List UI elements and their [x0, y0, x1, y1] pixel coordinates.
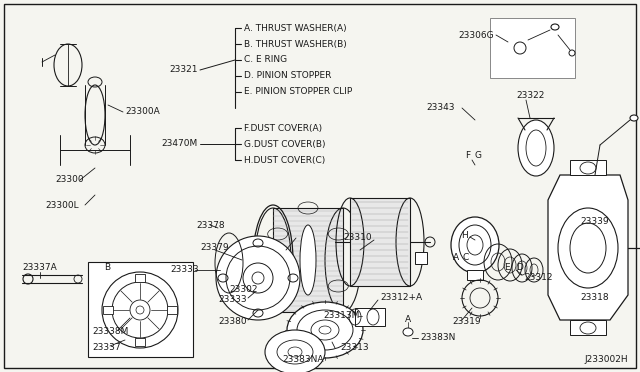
Text: 23379: 23379	[200, 244, 228, 253]
Ellipse shape	[265, 330, 325, 372]
Bar	[135, 274, 145, 282]
Text: 23300: 23300	[55, 176, 84, 185]
Ellipse shape	[287, 302, 363, 358]
Text: 23312+A: 23312+A	[380, 294, 422, 302]
Ellipse shape	[216, 236, 300, 320]
Ellipse shape	[569, 50, 575, 56]
Ellipse shape	[514, 42, 526, 54]
Text: 23333: 23333	[170, 266, 198, 275]
Text: G.DUST COVER(B): G.DUST COVER(B)	[244, 140, 326, 148]
Text: 23343: 23343	[426, 103, 455, 112]
Text: 23312: 23312	[524, 273, 552, 282]
Bar	[467, 270, 483, 280]
Ellipse shape	[300, 225, 316, 295]
Bar	[273, 208, 343, 312]
Text: J233002H: J233002H	[584, 356, 628, 365]
Text: 23313: 23313	[340, 343, 369, 353]
Text: 23380: 23380	[218, 317, 246, 327]
Text: 23319: 23319	[452, 317, 481, 327]
Text: 23339: 23339	[580, 218, 609, 227]
Text: D: D	[516, 263, 524, 273]
Bar	[135, 338, 145, 346]
Text: A: A	[405, 315, 411, 324]
Text: 23310: 23310	[344, 234, 372, 243]
Bar	[103, 306, 113, 314]
Text: H.DUST COVER(C): H.DUST COVER(C)	[244, 155, 325, 164]
Text: B. THRUST WASHER(B): B. THRUST WASHER(B)	[244, 39, 347, 48]
Text: 23337: 23337	[92, 343, 120, 353]
Text: 23318: 23318	[580, 294, 609, 302]
Text: B: B	[104, 263, 110, 273]
Text: 23302: 23302	[230, 285, 258, 295]
Text: D. PINION STOPPER: D. PINION STOPPER	[244, 71, 332, 80]
Text: 23333: 23333	[218, 295, 246, 305]
Ellipse shape	[630, 115, 638, 121]
Text: E. PINION STOPPER CLIP: E. PINION STOPPER CLIP	[244, 87, 352, 96]
Text: 23306G: 23306G	[458, 31, 494, 39]
Text: 23337A: 23337A	[22, 263, 57, 273]
Bar	[415, 252, 427, 264]
Bar	[167, 306, 177, 314]
Text: 23383NA: 23383NA	[282, 356, 323, 365]
Ellipse shape	[403, 328, 413, 336]
Text: 23300L: 23300L	[45, 201, 79, 209]
Text: E: E	[504, 263, 510, 273]
Text: 23378: 23378	[196, 221, 225, 230]
Ellipse shape	[451, 217, 499, 273]
Polygon shape	[190, 195, 600, 368]
Bar	[88, 262, 193, 357]
Polygon shape	[548, 175, 628, 320]
Text: F.DUST COVER(A): F.DUST COVER(A)	[244, 124, 322, 132]
Text: 23338M: 23338M	[92, 327, 129, 337]
Text: A: A	[453, 253, 459, 263]
Text: 23300A: 23300A	[125, 108, 160, 116]
Text: G: G	[474, 151, 481, 160]
Text: A. THRUST WASHER(A): A. THRUST WASHER(A)	[244, 23, 347, 32]
Bar	[570, 320, 606, 335]
Text: 23313M: 23313M	[324, 311, 360, 321]
Polygon shape	[210, 218, 258, 308]
Text: C. E RING: C. E RING	[244, 55, 287, 64]
Ellipse shape	[551, 24, 559, 30]
Text: 23321: 23321	[170, 65, 198, 74]
Text: H: H	[461, 231, 468, 240]
Ellipse shape	[518, 120, 554, 176]
Text: 23322: 23322	[516, 90, 545, 99]
Text: 23383N: 23383N	[420, 334, 456, 343]
Bar	[490, 18, 575, 78]
Text: C: C	[463, 253, 469, 263]
Bar	[355, 308, 385, 326]
Text: F: F	[465, 151, 470, 160]
Bar	[570, 160, 606, 175]
Bar	[350, 198, 410, 286]
Text: 23470M: 23470M	[162, 140, 198, 148]
